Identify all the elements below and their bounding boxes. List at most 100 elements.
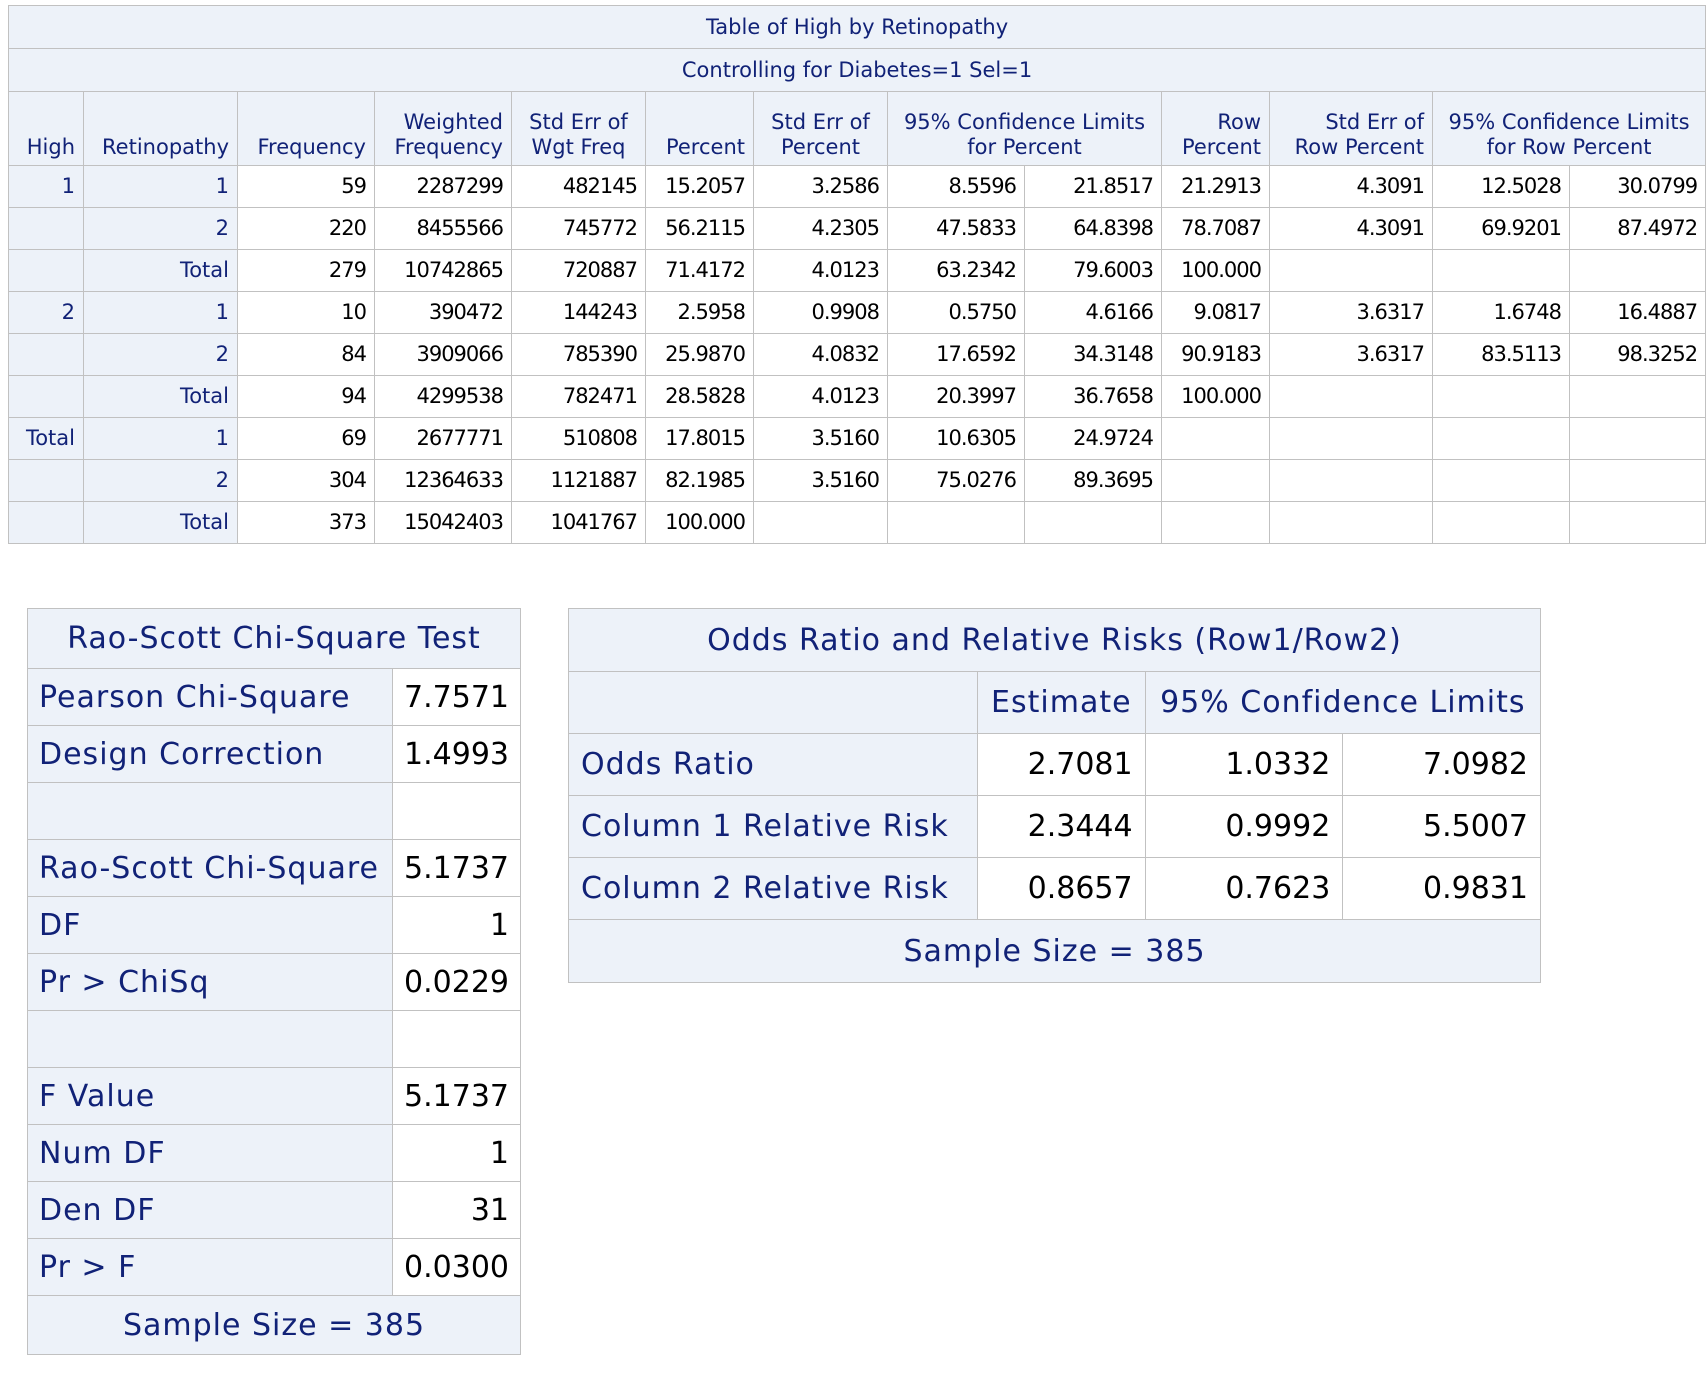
table-cell: 4.2305 [753, 207, 888, 250]
table-cell: 12364633 [374, 459, 512, 502]
row-header-high [8, 333, 84, 376]
table-cell: 20.3997 [887, 375, 1025, 418]
table-cell: 220 [237, 207, 375, 250]
table-cell [1432, 249, 1570, 292]
table-row: 2 84 3909066 785390 25.9870 4.0832 17.6592 34.3… [8, 333, 1707, 376]
row-header-retinopathy: 2 [83, 207, 238, 250]
estimate-value: 2.7081 [977, 733, 1146, 796]
table-cell: 98.3252 [1568, 333, 1707, 376]
row-header-high: Total [8, 417, 84, 460]
table-cell: 304 [237, 459, 375, 502]
statistic-value [392, 1010, 521, 1068]
row-header-retinopathy: 1 [83, 291, 238, 334]
table-cell: 69 [237, 417, 375, 460]
statistic-value: 5.1737 [392, 839, 521, 897]
table-cell: 36.7658 [1024, 375, 1162, 418]
table-cell: 30.0799 [1568, 165, 1707, 208]
table-cell: 3.6317 [1269, 291, 1433, 334]
table-cell: 2.5958 [645, 291, 754, 334]
table-cell [1269, 375, 1433, 418]
table-row: 2 220 8455566 745772 56.2115 4.2305 47.5833 64.… [8, 207, 1707, 250]
crosstab-body: 1 1 59 2287299 482145 15.2057 3.2586 8.5596 21.8… [8, 165, 1707, 544]
table-row [26, 782, 521, 840]
table-cell: 64.8398 [1024, 207, 1162, 250]
table-cell [1024, 501, 1162, 544]
statistic-label: DF [26, 896, 394, 954]
statistic-label: Column 2 Relative Risk [568, 857, 978, 920]
table-cell [1432, 375, 1570, 418]
table-cell: 8455566 [374, 207, 512, 250]
table-cell: 79.6003 [1024, 249, 1162, 292]
table-cell: 720887 [511, 249, 646, 292]
table-cell [1269, 459, 1433, 502]
table-row: DF 1 [26, 896, 521, 954]
table-cell: 1041767 [511, 501, 646, 544]
upper-limit-value: 5.5007 [1342, 795, 1541, 858]
table-row: Column 1 Relative Risk 2.3444 0.9992 5.5007 [568, 795, 1541, 858]
table-cell: 0.5750 [887, 291, 1025, 334]
table-row: Design Correction 1.4993 [26, 725, 521, 783]
statistic-label [26, 782, 394, 840]
table-cell: 373 [237, 501, 375, 544]
row-header-high [8, 501, 84, 544]
table-cell [1568, 375, 1707, 418]
table-cell [1432, 417, 1570, 460]
statistic-label: Rao-Scott Chi-Square [26, 839, 394, 897]
table-cell: 4.0123 [753, 375, 888, 418]
table-cell: 87.4972 [1568, 207, 1707, 250]
statistic-value: 0.0300 [392, 1238, 521, 1296]
table-cell: 745772 [511, 207, 646, 250]
lower-limit-value: 0.7623 [1144, 857, 1344, 920]
col-header-retinopathy: Retinopathy [83, 91, 238, 166]
row-header-retinopathy: 1 [83, 165, 238, 208]
table-cell: 82.1985 [645, 459, 754, 502]
table-cell: 3909066 [374, 333, 512, 376]
table-cell: 75.0276 [887, 459, 1025, 502]
table-cell [887, 501, 1025, 544]
rao-scott-sample-size: Sample Size = 385 [27, 1295, 521, 1355]
table-cell [1161, 417, 1270, 460]
table-cell: 1.6748 [1432, 291, 1570, 334]
table-cell [1269, 249, 1433, 292]
upper-limit-value: 0.9831 [1342, 857, 1541, 920]
table-cell: 21.2913 [1161, 165, 1270, 208]
table-cell [1568, 459, 1707, 502]
table-row: 1 1 59 2287299 482145 15.2057 3.2586 8.5596 21.8… [8, 165, 1707, 208]
statistic-label: Design Correction [26, 725, 394, 783]
table-cell: 100.000 [1161, 249, 1270, 292]
table-cell: 10 [237, 291, 375, 334]
table-row: 2 1 10 390472 144243 2.5958 0.9908 0.5750 4.6166… [8, 291, 1707, 334]
table-cell: 3.2586 [753, 165, 888, 208]
lower-limit-value: 0.9992 [1144, 795, 1344, 858]
row-header-retinopathy: Total [83, 501, 238, 544]
row-header-high [8, 207, 84, 250]
table-cell [1432, 459, 1570, 502]
table-cell: 15042403 [374, 501, 512, 544]
lower-limit-value: 1.0332 [1144, 733, 1344, 796]
table-cell: 83.5113 [1432, 333, 1570, 376]
rao-scott-body: Pearson Chi-Square 7.7571 Design Correctio… [26, 668, 521, 1296]
upper-limit-value: 7.0982 [1342, 733, 1541, 796]
col-header-std-err-percent: Std Err of Percent [753, 91, 888, 166]
col-header-frequency: Frequency [237, 91, 375, 166]
table-row: Odds Ratio 2.7081 1.0332 7.0982 [568, 733, 1541, 796]
table-cell: 510808 [511, 417, 646, 460]
table-cell: 390472 [374, 291, 512, 334]
table-cell: 4.6166 [1024, 291, 1162, 334]
table-row: Num DF 1 [26, 1124, 521, 1182]
table-cell: 63.2342 [887, 249, 1025, 292]
row-header-high [8, 375, 84, 418]
statistic-label: Pr > F [26, 1238, 394, 1296]
table-cell: 12.5028 [1432, 165, 1570, 208]
statistic-label: Num DF [26, 1124, 394, 1182]
table-cell: 89.3695 [1024, 459, 1162, 502]
table-cell: 4.0832 [753, 333, 888, 376]
table-cell: 3.6317 [1269, 333, 1433, 376]
table-row: 2 304 12364633 1121887 82.1985 3.5160 75.0276 8… [8, 459, 1707, 502]
table-row: Total 373 15042403 1041767 100.000 [8, 501, 1707, 544]
table-cell: 4.3091 [1269, 165, 1433, 208]
estimate-value: 2.3444 [977, 795, 1146, 858]
table-cell: 782471 [511, 375, 646, 418]
row-header-high: 1 [8, 165, 84, 208]
table-cell: 3.5160 [753, 417, 888, 460]
